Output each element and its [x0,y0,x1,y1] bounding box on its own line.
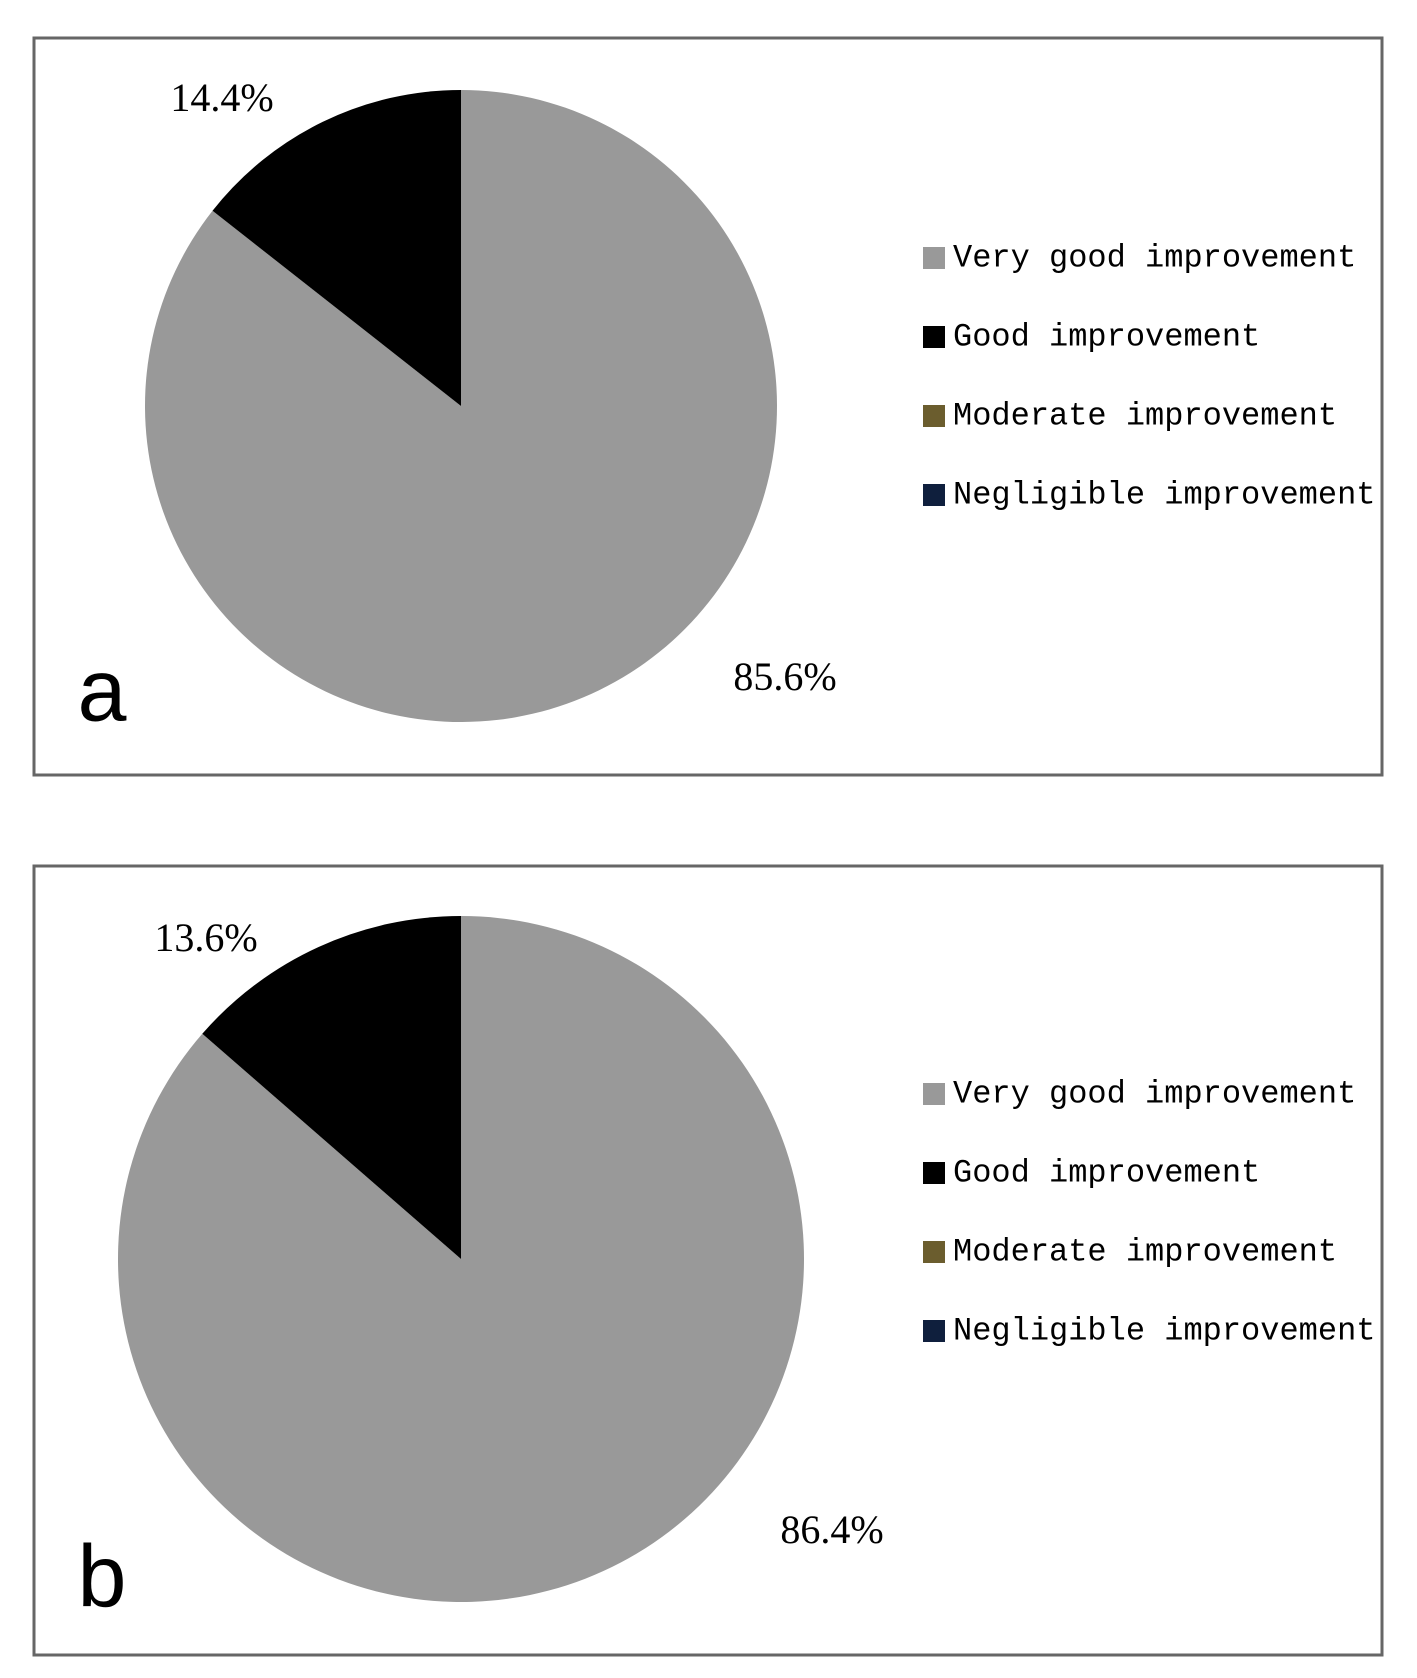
legend-swatch [923,1162,945,1184]
legend-label: Moderate improvement [953,1233,1337,1270]
legend-swatch [923,405,945,427]
legend-swatch [923,484,945,506]
legend-swatch [923,247,945,269]
legend-swatch [923,1320,945,1342]
legend-label: Moderate improvement [953,397,1337,434]
panel-label: b [78,1526,127,1625]
data-label: 85.6% [733,654,836,699]
legend-swatch [923,326,945,348]
legend-label: Very good improvement [953,239,1356,276]
legend-label: Negligible improvement [953,1312,1375,1349]
data-label: 13.6% [154,915,257,960]
legend-swatch [923,1083,945,1105]
data-label: 14.4% [170,75,273,120]
legend-swatch [923,1241,945,1263]
data-label: 86.4% [780,1507,883,1552]
panel: 86.4% 13.6% Very good improvement Good impr… [78,915,1376,1625]
pie-slice [202,916,461,1259]
legend-label: Good improvement [953,1154,1260,1191]
pie-slice [118,916,805,1602]
legend-label: Negligible improvement [953,476,1375,513]
panel: 85.6% 14.4% Very good improvement Good impr… [78,75,1376,739]
legend-label: Very good improvement [953,1075,1356,1112]
panel-label: a [78,640,127,739]
pie-slice [212,90,461,406]
legend-label: Good improvement [953,318,1260,355]
